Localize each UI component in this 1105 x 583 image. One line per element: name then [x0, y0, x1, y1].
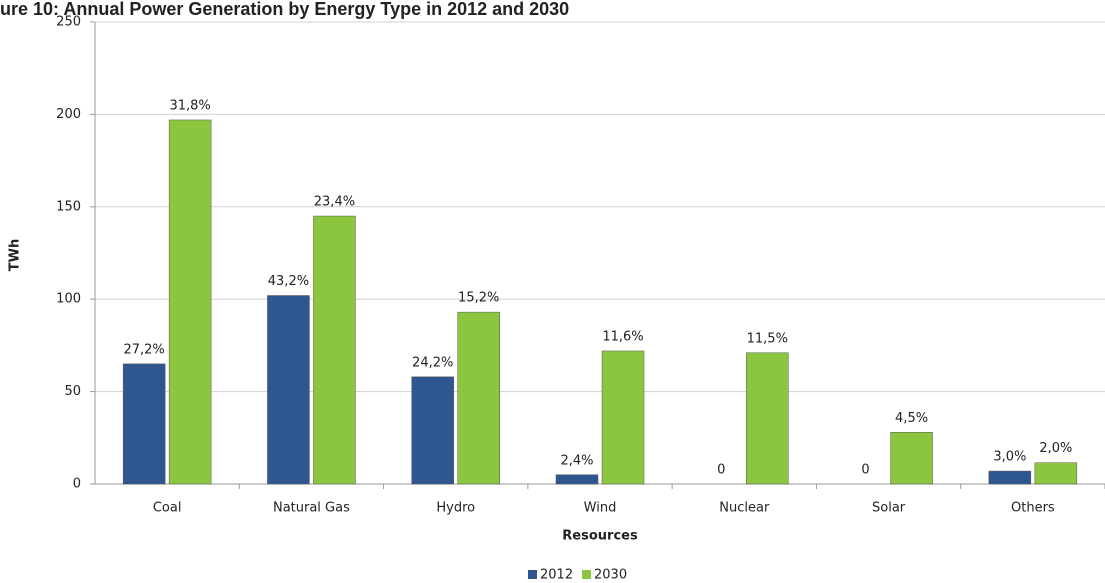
bar: [267, 295, 310, 485]
bar: [1034, 462, 1078, 485]
data-label: 15,2%: [458, 291, 499, 306]
x-tick-label: Others: [1011, 501, 1055, 516]
y-tick-label: 150: [56, 199, 81, 214]
legend-label: 2030: [594, 568, 627, 583]
bar: [890, 432, 933, 485]
legend-swatch: [528, 570, 537, 579]
data-label: 11,6%: [602, 329, 643, 344]
bar: [457, 311, 500, 485]
data-label: 23,4%: [314, 195, 355, 210]
data-label: 4,5%: [895, 411, 928, 426]
data-label: 11,5%: [747, 331, 788, 346]
y-axis-label: TWh: [8, 239, 23, 271]
y-tick-label: 100: [56, 292, 81, 307]
x-tick-label: Nuclear: [719, 501, 770, 516]
data-label: 31,8%: [169, 98, 210, 113]
data-label: 43,2%: [268, 274, 309, 289]
x-axis-label: Resources: [562, 529, 638, 544]
x-tick-label: Coal: [153, 501, 182, 516]
bar: [313, 215, 356, 485]
chart-title: ure 10: Annual Power Generation by Energ…: [0, 0, 569, 19]
x-tick-label: Solar: [872, 501, 906, 516]
data-label: 27,2%: [123, 342, 164, 357]
bar: [122, 363, 166, 485]
bar: [168, 119, 212, 485]
y-tick-label: 250: [56, 15, 81, 30]
bar: [988, 470, 1032, 485]
bar: [746, 352, 789, 485]
legend-label: 2012: [540, 568, 573, 583]
data-label: 24,2%: [412, 355, 453, 370]
y-tick-label: 200: [56, 107, 81, 122]
data-label: 2,4%: [560, 453, 593, 468]
data-label: 3,0%: [993, 450, 1026, 465]
x-tick-label: Wind: [584, 501, 617, 516]
data-label: 0: [717, 463, 725, 478]
data-label: 0: [861, 463, 869, 478]
bar: [555, 474, 599, 485]
x-tick-label: Hydro: [436, 501, 475, 516]
bar: [411, 376, 454, 485]
bar: [601, 350, 645, 485]
y-tick-label: 0: [73, 477, 81, 492]
data-label: 2,0%: [1039, 441, 1072, 456]
x-tick-label: Natural Gas: [273, 501, 350, 516]
y-tick-label: 50: [64, 384, 81, 399]
legend-swatch: [582, 570, 591, 579]
